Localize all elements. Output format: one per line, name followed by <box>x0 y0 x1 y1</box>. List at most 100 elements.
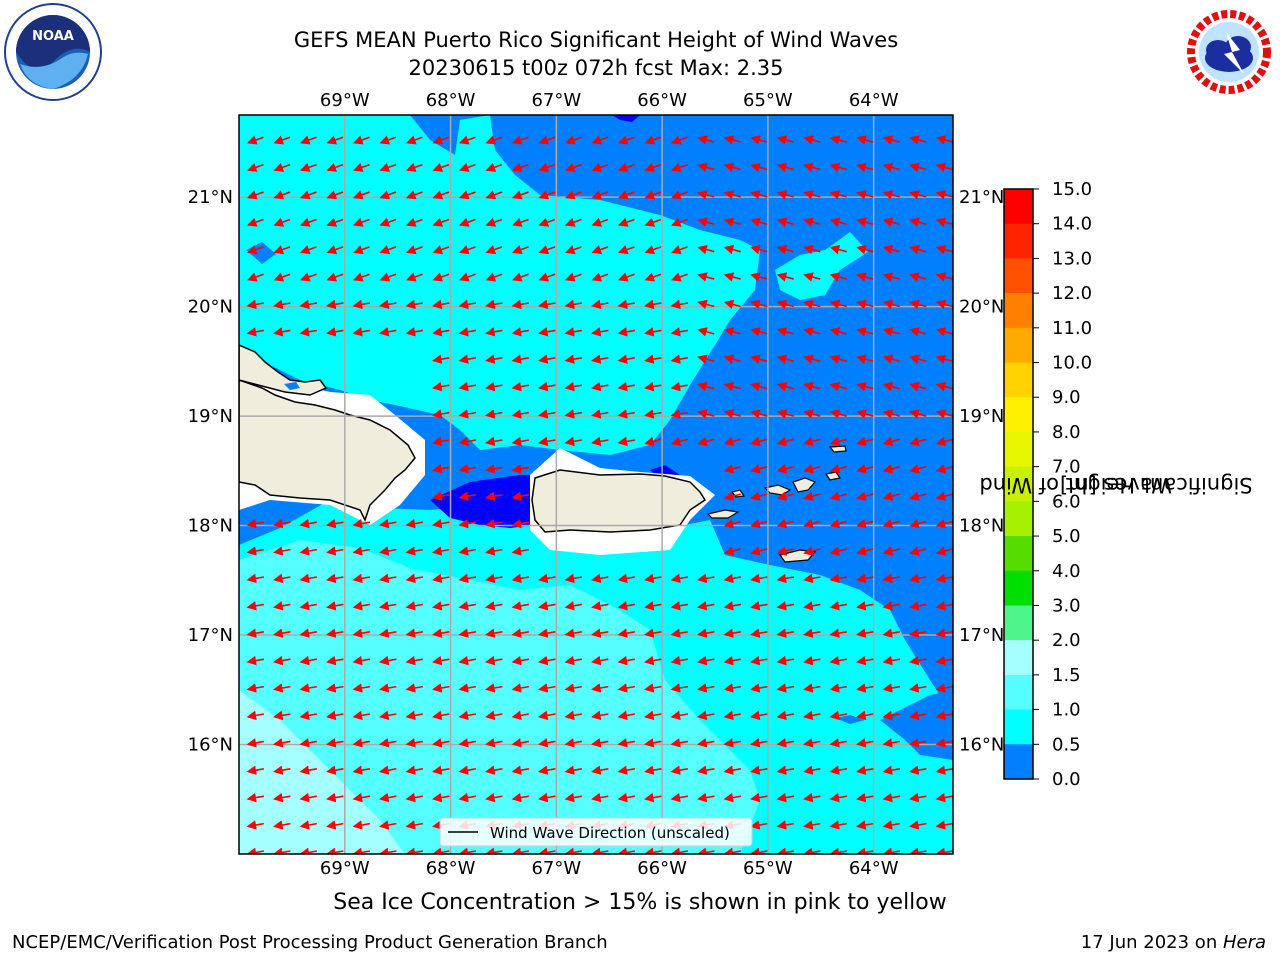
wind-wave-arrow <box>379 573 397 584</box>
wind-wave-arrow <box>511 381 530 392</box>
colorbar-tick-label: 8.0 <box>1052 422 1081 443</box>
wind-wave-arrow <box>750 792 768 803</box>
wind-wave-arrow <box>511 573 530 584</box>
wind-wave-arrow <box>273 135 291 145</box>
lat-label-left: 18°N <box>188 516 233 537</box>
wind-wave-arrow <box>273 738 291 748</box>
wind-wave-arrow <box>856 327 874 337</box>
wind-wave-arrow <box>591 135 609 145</box>
wind-wave-arrow <box>299 327 318 337</box>
wind-wave-arrow <box>829 546 847 556</box>
wind-wave-arrow <box>644 710 662 721</box>
wind-wave-arrow <box>670 409 689 419</box>
wind-wave-arrow <box>246 135 264 145</box>
wind-wave-arrow <box>299 573 318 584</box>
land-vieques <box>706 509 740 519</box>
wind-wave-arrow <box>723 601 742 611</box>
wind-wave-arrow <box>776 409 794 419</box>
wind-wave-arrow <box>750 820 768 830</box>
wind-wave-arrow <box>935 820 953 830</box>
wind-wave-arrow <box>829 272 847 282</box>
wind-wave-arrow <box>776 546 794 556</box>
wind-wave-arrow <box>299 190 317 200</box>
wind-wave-arrow <box>405 245 423 255</box>
map-frame <box>238 114 954 855</box>
wind-wave-arrow <box>299 272 317 282</box>
wind-wave-arrow <box>882 436 900 447</box>
wind-wave-arrow <box>273 299 291 310</box>
wind-wave-arrow <box>723 299 741 310</box>
wind-wave-arrow <box>299 162 317 172</box>
colorbar-tick-label: 2.0 <box>1052 630 1081 651</box>
wind-wave-arrow <box>644 436 662 447</box>
lat-label-left: 20°N <box>188 297 233 318</box>
wind-wave-arrow <box>882 628 901 638</box>
wind-wave-arrow <box>432 327 450 337</box>
wind-wave-arrow <box>644 765 662 775</box>
wind-wave-arrow <box>405 738 424 748</box>
wind-wave-arrow <box>670 162 688 172</box>
wind-wave-arrow <box>352 601 371 611</box>
lat-label-right: 20°N <box>959 297 1004 318</box>
wind-wave-arrow <box>352 245 370 255</box>
wind-wave-arrow <box>273 655 291 666</box>
wind-wave-arrow <box>803 217 821 227</box>
wind-wave-arrow <box>405 327 424 337</box>
wind-wave-arrow <box>591 628 609 638</box>
wind-wave-arrow <box>697 381 715 392</box>
wind-wave-arrow <box>697 354 715 364</box>
colorbar-segment <box>1004 258 1033 294</box>
wind-wave-arrow <box>909 354 927 364</box>
wind-wave-arrow <box>750 299 768 310</box>
wind-wave-arrow <box>352 792 371 803</box>
wind-wave-arrow <box>591 245 609 255</box>
colorbar-tick-label: 12.0 <box>1052 283 1092 304</box>
wind-wave-arrow <box>856 272 874 282</box>
wind-wave-arrow <box>617 738 636 748</box>
wind-wave-arrow <box>564 327 583 337</box>
wind-wave-arrow <box>617 655 636 666</box>
wind-wave-arrow <box>909 244 927 255</box>
wind-wave-arrow <box>273 601 291 611</box>
wind-wave-arrow <box>405 820 424 830</box>
wind-wave-arrow <box>432 272 450 282</box>
wind-wave-arrow <box>458 190 476 200</box>
wind-wave-arrow <box>644 409 662 419</box>
wind-wave-arrow <box>458 217 476 227</box>
wind-wave-arrow <box>909 628 927 638</box>
wind-wave-arrow <box>776 464 794 474</box>
wind-wave-arrow <box>803 436 821 447</box>
wind-wave-arrow <box>882 217 900 227</box>
wind-wave-arrow <box>856 738 874 748</box>
wind-wave-arrow <box>458 327 477 337</box>
wind-wave-arrow <box>750 162 768 173</box>
wind-wave-arrow <box>458 655 477 666</box>
wind-wave-arrow <box>935 601 953 611</box>
wind-wave-arrow <box>723 491 741 501</box>
wind-wave-arrow <box>299 655 318 666</box>
wind-wave-arrow <box>909 601 927 611</box>
wind-wave-arrow <box>935 162 953 173</box>
wind-wave-arrow <box>856 162 874 173</box>
wind-wave-arrow <box>511 655 530 666</box>
wind-wave-arrow <box>299 601 318 611</box>
wind-wave-arrow <box>246 190 264 200</box>
wind-wave-arrow <box>352 272 370 282</box>
wind-wave-arrow <box>803 299 821 310</box>
wind-wave-arrow <box>458 135 476 145</box>
wind-wave-arrow <box>909 217 927 227</box>
wind-wave-arrow <box>246 299 265 310</box>
wind-wave-arrow <box>697 272 715 282</box>
wind-wave-arrow <box>458 464 477 474</box>
wind-wave-arrow <box>591 272 609 282</box>
wind-wave-arrow <box>644 299 662 310</box>
wind-wave-arrow <box>326 546 344 556</box>
wind-wave-arrow <box>723 327 741 337</box>
wind-wave-arrow <box>432 162 450 172</box>
wind-wave-arrow <box>273 162 291 172</box>
wind-wave-arrow <box>326 518 344 529</box>
wind-wave-arrow <box>432 546 450 556</box>
wind-wave-arrow <box>432 518 450 529</box>
wind-wave-arrow <box>670 765 689 775</box>
wind-wave-arrow <box>379 601 397 611</box>
